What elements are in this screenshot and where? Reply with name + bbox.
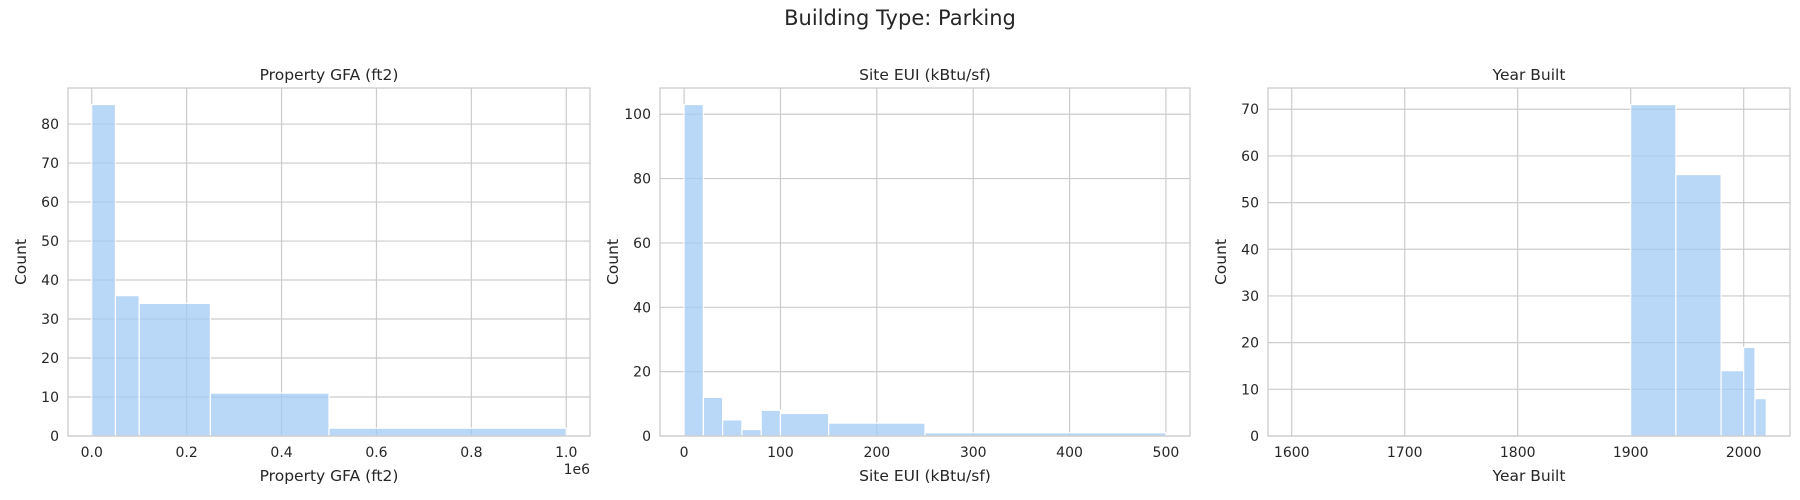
y-tick-label: 50 — [41, 234, 59, 250]
subplot-title: Property GFA (ft2) — [260, 66, 399, 84]
y-tick-label: 20 — [633, 365, 651, 381]
y-tick-label: 0 — [50, 429, 59, 445]
x-tick-label: 0.4 — [270, 445, 292, 461]
x-tick-label: 0.0 — [81, 445, 103, 461]
axes-frame — [1267, 87, 1791, 437]
histogram-bar — [828, 422, 926, 437]
y-tick-label: 80 — [633, 172, 651, 188]
histogram-bar — [779, 412, 830, 437]
x-tick-label: 300 — [960, 445, 987, 461]
y-axis-label: Count — [604, 239, 622, 285]
y-axis-label: Count — [12, 239, 30, 285]
histogram-bar — [1754, 398, 1767, 437]
y-tick-label: 80 — [41, 117, 59, 133]
x-tick-label: 400 — [1056, 445, 1083, 461]
subplot-title: Year Built — [1492, 66, 1566, 84]
subplot-title: Site EUI (kBtu/sf) — [859, 66, 991, 84]
y-tick-label: 60 — [41, 195, 59, 211]
x-tick-label: 1900 — [1613, 445, 1649, 461]
histogram-bar — [702, 396, 724, 437]
y-axis-label: Count — [1212, 239, 1230, 285]
x-tick-label: 100 — [767, 445, 794, 461]
y-tick-label: 60 — [633, 236, 651, 252]
histogram-bar — [1630, 103, 1677, 437]
histogram-bar — [91, 103, 117, 437]
x-tick-label: 0.6 — [365, 445, 387, 461]
x-tick-label: 0.8 — [460, 445, 482, 461]
axes-frame — [659, 87, 1191, 437]
y-tick-label: 70 — [41, 156, 59, 172]
subplot-panels: 0.0 0.2 0.4 0.6 0.8 1.0 0 10 20 30 40 50 60 70 80 Prope… — [12, 66, 1791, 485]
histogram-bar — [1675, 173, 1722, 437]
y-tick-label: 10 — [41, 390, 59, 406]
y-tick-label: 70 — [1241, 102, 1259, 118]
x-tick-label: 1800 — [1500, 445, 1536, 461]
x-tick-label: 0 — [680, 445, 689, 461]
y-tick-label: 50 — [1241, 196, 1259, 212]
y-tick-label: 20 — [41, 351, 59, 367]
x-tick-label: 2000 — [1726, 445, 1762, 461]
figure-title: Building Type: Parking — [784, 6, 1016, 30]
y-tick-label: 0 — [642, 429, 651, 445]
histogram-bar — [741, 428, 762, 437]
y-tick-label: 40 — [1241, 242, 1259, 258]
y-tick-label: 40 — [633, 300, 651, 316]
histogram-bar — [1720, 370, 1745, 437]
histogram-bar — [683, 103, 704, 437]
x-tick-label: 0.2 — [176, 445, 198, 461]
x-tick-label: 1.0 — [555, 445, 577, 461]
x-offset-label: 1e6 — [564, 462, 591, 478]
histogram-bar — [1743, 346, 1756, 437]
x-axis-label: Year Built — [1492, 467, 1566, 485]
y-tick-label: 0 — [1250, 429, 1259, 445]
y-tick-label: 60 — [1241, 149, 1259, 165]
subplot-1: 0.0 0.2 0.4 0.6 0.8 1.0 0 10 20 30 40 50 60 70 80 Prope… — [12, 66, 591, 485]
x-tick-label: 500 — [1153, 445, 1180, 461]
histogram-bar — [722, 419, 743, 437]
y-tick-label: 30 — [41, 312, 59, 328]
histogram-bar — [114, 295, 140, 437]
y-tick-label: 40 — [41, 273, 59, 289]
axes-frame — [67, 87, 591, 437]
histogram-bar — [209, 392, 330, 437]
subplot-2: 0 100 200 300 400 500 0 20 40 60 80 100 Site EUI (kB… — [604, 66, 1191, 485]
y-tick-label: 20 — [1241, 336, 1259, 352]
histogram-bar — [328, 427, 567, 437]
histogram-bar — [760, 409, 782, 437]
y-tick-label: 10 — [1241, 382, 1259, 398]
histogram-bar — [138, 302, 211, 437]
subplot-3: 1600 1700 1800 1900 2000 0 10 20 30 40 50 60 70 Year … — [1212, 66, 1791, 485]
y-tick-label: 100 — [624, 107, 651, 123]
x-tick-label: 200 — [863, 445, 890, 461]
x-axis-label: Site EUI (kBtu/sf) — [859, 467, 991, 485]
x-tick-label: 1600 — [1274, 445, 1310, 461]
x-tick-label: 1700 — [1387, 445, 1423, 461]
y-tick-label: 30 — [1241, 289, 1259, 305]
x-axis-label: Property GFA (ft2) — [260, 467, 399, 485]
